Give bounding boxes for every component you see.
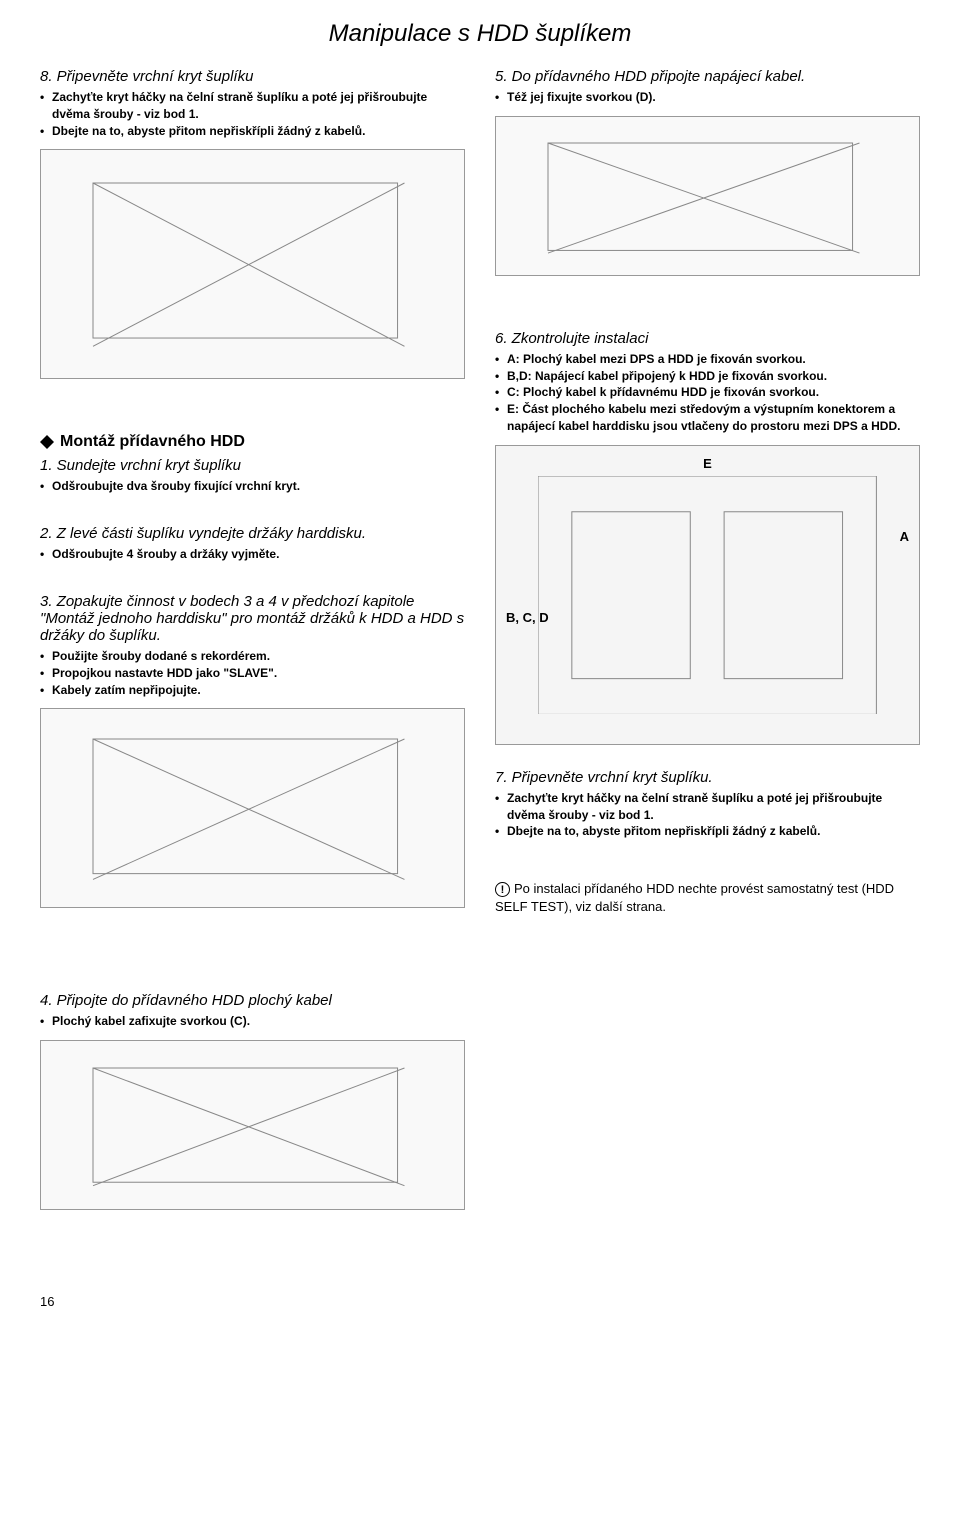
- step8-bullet: Zachyťte kryt háčky na čelní straně šupl…: [40, 89, 465, 123]
- figure-cover-attach: [40, 149, 465, 379]
- step-2: 2. Z levé části šuplíku vyndejte držáky …: [40, 525, 465, 563]
- step4-bullet: Plochý kabel zafixujte svorkou (C).: [40, 1013, 465, 1030]
- step6-bullet: C: Plochý kabel k přídavnému HDD je fixo…: [495, 384, 920, 401]
- page-title: Manipulace s HDD šuplíkem: [40, 20, 920, 48]
- diagram-label-bcd: B, C, D: [506, 610, 549, 625]
- step5-heading: 5. Do přídavného HDD připojte napájecí k…: [495, 68, 920, 85]
- step-7: 7. Připevněte vrchní kryt šuplíku. Zachy…: [495, 769, 920, 840]
- step2-bullet: Odšroubujte 4 šrouby a držáky vyjměte.: [40, 546, 465, 563]
- montaz-heading-text: Montáž přídavného HDD: [60, 433, 245, 451]
- two-column-layout: 8. Připevněte vrchní kryt šuplíku Zachyť…: [40, 68, 920, 1234]
- diagram-label-e: E: [703, 456, 712, 471]
- step-6: 6. Zkontrolujte instalaci A: Plochý kabe…: [495, 330, 920, 435]
- step3-bullet: Kabely zatím nepřipojujte.: [40, 682, 465, 699]
- figure-flat-cable: [40, 1040, 465, 1210]
- step7-bullet: Dbejte na to, abyste přitom nepřiskřípli…: [495, 823, 920, 840]
- figure-power-cable: [495, 116, 920, 276]
- montaz-heading: Montáž přídavného HDD: [40, 433, 465, 451]
- right-column: 5. Do přídavného HDD připojte napájecí k…: [495, 68, 920, 1234]
- step-8: 8. Připevněte vrchní kryt šuplíku Zachyť…: [40, 68, 465, 139]
- step8-heading: 8. Připevněte vrchní kryt šuplíku: [40, 68, 465, 85]
- step4-heading: 4. Připojte do přídavného HDD plochý kab…: [40, 992, 465, 1009]
- step5-bullet: Též jej fixujte svorkou (D).: [495, 89, 920, 106]
- step8-bullet: Dbejte na to, abyste přitom nepřiskřípli…: [40, 123, 465, 140]
- step6-bullet: E: Část plochého kabelu mezi středovým a…: [495, 401, 920, 435]
- step6-bullet: B,D: Napájecí kabel připojený k HDD je f…: [495, 368, 920, 385]
- step7-heading: 7. Připevněte vrchní kryt šuplíku.: [495, 769, 920, 786]
- diagram-label-a: A: [900, 529, 909, 544]
- figure-check-diagram: E B, C, D A: [495, 445, 920, 745]
- left-column: 8. Připevněte vrchní kryt šuplíku Zachyť…: [40, 68, 465, 1234]
- step-4: 4. Připojte do přídavného HDD plochý kab…: [40, 992, 465, 1030]
- page-number: 16: [40, 1294, 920, 1309]
- notice-block: !Po instalaci přídaného HDD nechte prové…: [495, 880, 920, 916]
- step3-bullet: Propojkou nastavte HDD jako "SLAVE".: [40, 665, 465, 682]
- notice-text: Po instalaci přídaného HDD nechte provés…: [495, 881, 894, 914]
- step6-heading: 6. Zkontrolujte instalaci: [495, 330, 920, 347]
- step1-heading: 1. Sundejte vrchní kryt šuplíku: [40, 457, 465, 474]
- step2-heading: 2. Z levé části šuplíku vyndejte držáky …: [40, 525, 465, 542]
- step-5: 5. Do přídavného HDD připojte napájecí k…: [495, 68, 920, 106]
- step3-bullet: Použijte šrouby dodané s rekordérem.: [40, 648, 465, 665]
- step6-bullet: A: Plochý kabel mezi DPS a HDD je fixová…: [495, 351, 920, 368]
- step-3: 3. Zopakujte činnost v bodech 3 a 4 v př…: [40, 593, 465, 698]
- warning-icon: !: [495, 882, 510, 897]
- step-1: 1. Sundejte vrchní kryt šuplíku Odšroubu…: [40, 457, 465, 495]
- diamond-icon: [40, 428, 54, 442]
- step3-heading: 3. Zopakujte činnost v bodech 3 a 4 v př…: [40, 593, 465, 644]
- step1-bullet: Odšroubujte dva šrouby fixující vrchní k…: [40, 478, 465, 495]
- step7-bullet: Zachyťte kryt háčky na čelní straně šupl…: [495, 790, 920, 824]
- figure-hdd-insert: [40, 708, 465, 908]
